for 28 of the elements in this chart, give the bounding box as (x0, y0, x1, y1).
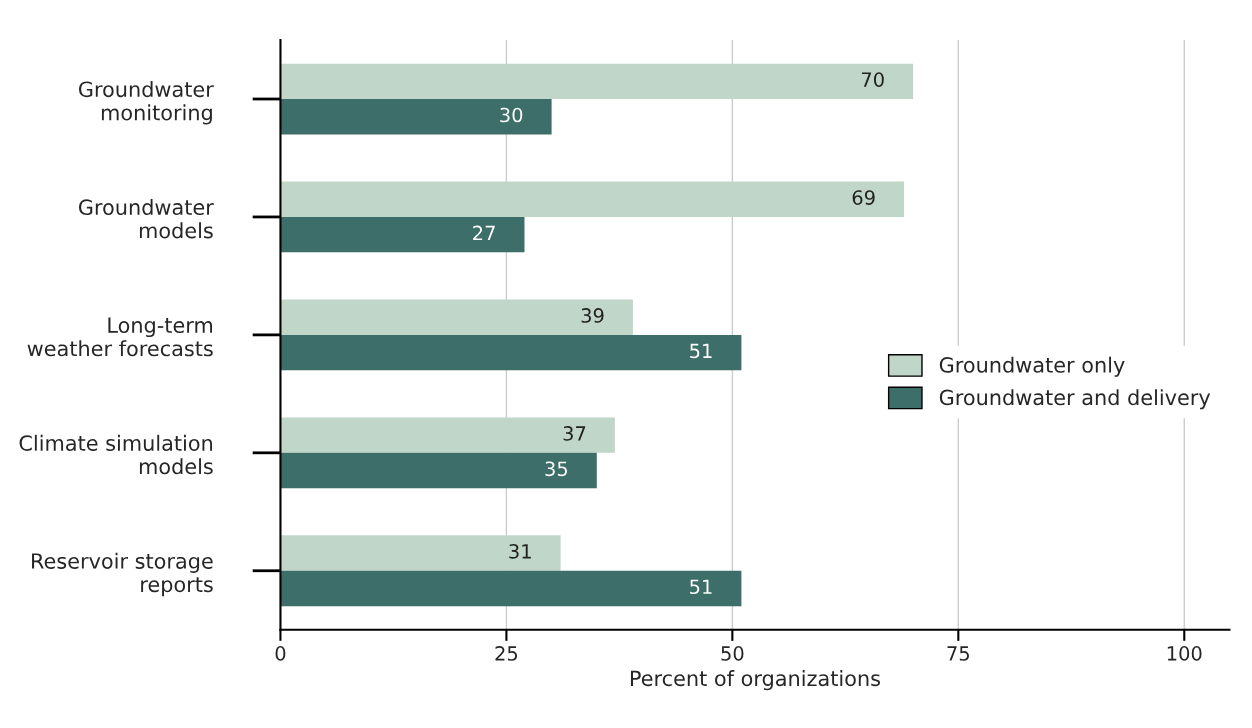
y-tick-label: Long-term weather forecasts (27, 317, 213, 357)
y-tick-label: Groundwater monitoring (78, 81, 214, 125)
legend-label: Groundwater only (939, 356, 1125, 377)
x-axis-title: Percent of organizations (630, 670, 880, 691)
bar (280, 570, 742, 607)
y-tick-label: Reservoir storage reports (32, 552, 213, 597)
x-tick-label: 50 (721, 646, 744, 661)
data-label: 39 (581, 308, 604, 323)
x-tick-label: 0 (275, 646, 286, 661)
x-tick-label: 75 (947, 646, 969, 661)
data-label: 30 (500, 107, 523, 123)
data-label: 69 (852, 190, 875, 205)
data-label: 51 (690, 579, 712, 595)
bar (280, 216, 525, 253)
y-tick-label: Groundwater models (78, 198, 214, 239)
bar (280, 99, 552, 135)
legend-label: Groundwater and delivery (939, 389, 1211, 410)
y-tick-label: Climate simulation models (19, 434, 213, 475)
data-label: 37 (563, 426, 586, 441)
data-label: 27 (473, 225, 495, 240)
data-label: 35 (545, 461, 568, 477)
x-tick-label: 25 (495, 646, 518, 661)
x-tick-label: 100 (1167, 646, 1202, 661)
data-label: 31 (509, 544, 531, 559)
bar (280, 452, 597, 489)
bar (280, 334, 742, 371)
data-label: 51 (690, 343, 712, 359)
data-label: 70 (861, 72, 884, 87)
